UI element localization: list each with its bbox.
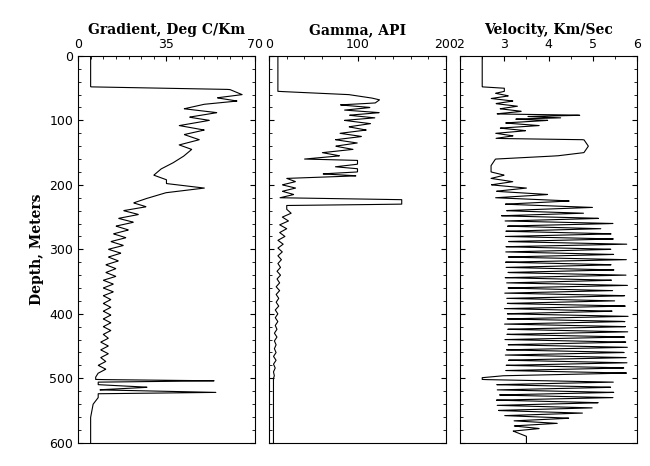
X-axis label: Gamma, API: Gamma, API bbox=[309, 23, 406, 37]
X-axis label: Gradient, Deg C/Km: Gradient, Deg C/Km bbox=[88, 23, 245, 37]
X-axis label: Velocity, Km/Sec: Velocity, Km/Sec bbox=[484, 23, 613, 37]
Y-axis label: Depth, Meters: Depth, Meters bbox=[30, 193, 44, 305]
